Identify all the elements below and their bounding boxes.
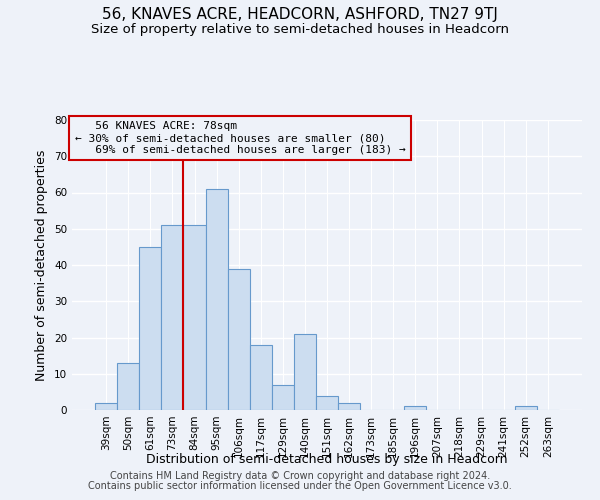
Bar: [161, 225, 184, 410]
Bar: [515, 406, 537, 410]
Bar: [316, 396, 338, 410]
Bar: [95, 403, 117, 410]
Bar: [206, 189, 227, 410]
Bar: [250, 345, 272, 410]
Y-axis label: Number of semi-detached properties: Number of semi-detached properties: [35, 150, 49, 380]
Bar: [139, 247, 161, 410]
Text: Contains HM Land Registry data © Crown copyright and database right 2024.: Contains HM Land Registry data © Crown c…: [110, 471, 490, 481]
Text: Contains public sector information licensed under the Open Government Licence v3: Contains public sector information licen…: [88, 481, 512, 491]
Bar: [404, 406, 427, 410]
Bar: [294, 334, 316, 410]
Bar: [227, 268, 250, 410]
Text: 56, KNAVES ACRE, HEADCORN, ASHFORD, TN27 9TJ: 56, KNAVES ACRE, HEADCORN, ASHFORD, TN27…: [102, 8, 498, 22]
Bar: [117, 363, 139, 410]
Bar: [272, 384, 294, 410]
Text: 56 KNAVES ACRE: 78sqm
← 30% of semi-detached houses are smaller (80)
   69% of s: 56 KNAVES ACRE: 78sqm ← 30% of semi-deta…: [74, 122, 406, 154]
Bar: [338, 403, 360, 410]
Text: Distribution of semi-detached houses by size in Headcorn: Distribution of semi-detached houses by …: [146, 452, 508, 466]
Bar: [184, 225, 206, 410]
Text: Size of property relative to semi-detached houses in Headcorn: Size of property relative to semi-detach…: [91, 22, 509, 36]
